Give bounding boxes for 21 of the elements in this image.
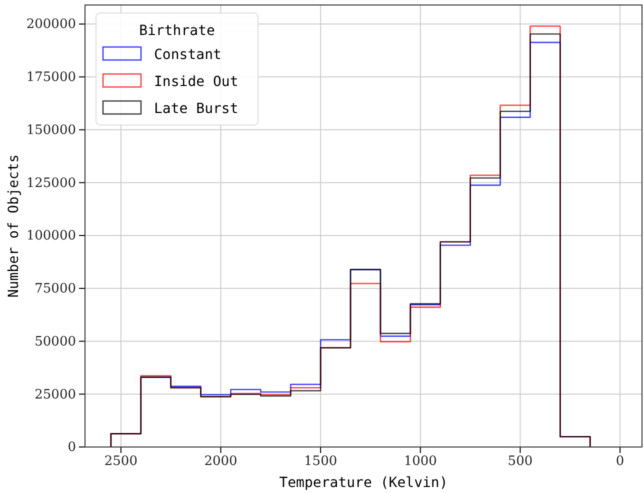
y-tick-label: 75000 bbox=[34, 282, 76, 297]
legend-label: Late Burst bbox=[154, 101, 238, 117]
x-tick-label: 0 bbox=[616, 454, 624, 470]
y-tick-label: 25000 bbox=[34, 387, 76, 402]
y-axis-title: Number of Objects bbox=[6, 154, 22, 298]
y-tick-label: 0 bbox=[68, 440, 76, 456]
legend-label: Inside Out bbox=[154, 74, 238, 90]
legend-title: Birthrate bbox=[139, 23, 215, 39]
x-tick-label: 500 bbox=[508, 454, 533, 470]
legend-label: Constant bbox=[154, 47, 222, 63]
y-tick-label: 200000 bbox=[26, 17, 76, 32]
y-tick-label: 150000 bbox=[26, 122, 76, 138]
y-tick-label: 175000 bbox=[26, 70, 76, 86]
x-tick-label: 1500 bbox=[304, 454, 338, 470]
x-tick-label: 2500 bbox=[104, 454, 138, 470]
y-tick-label: 50000 bbox=[34, 334, 76, 350]
x-tick-label: 1000 bbox=[404, 454, 437, 470]
y-tick-label: 125000 bbox=[26, 176, 76, 191]
x-tick-label: 2000 bbox=[204, 454, 238, 470]
y-tick-label: 100000 bbox=[26, 228, 76, 244]
x-axis-title: Temperature (Kelvin) bbox=[279, 475, 448, 491]
